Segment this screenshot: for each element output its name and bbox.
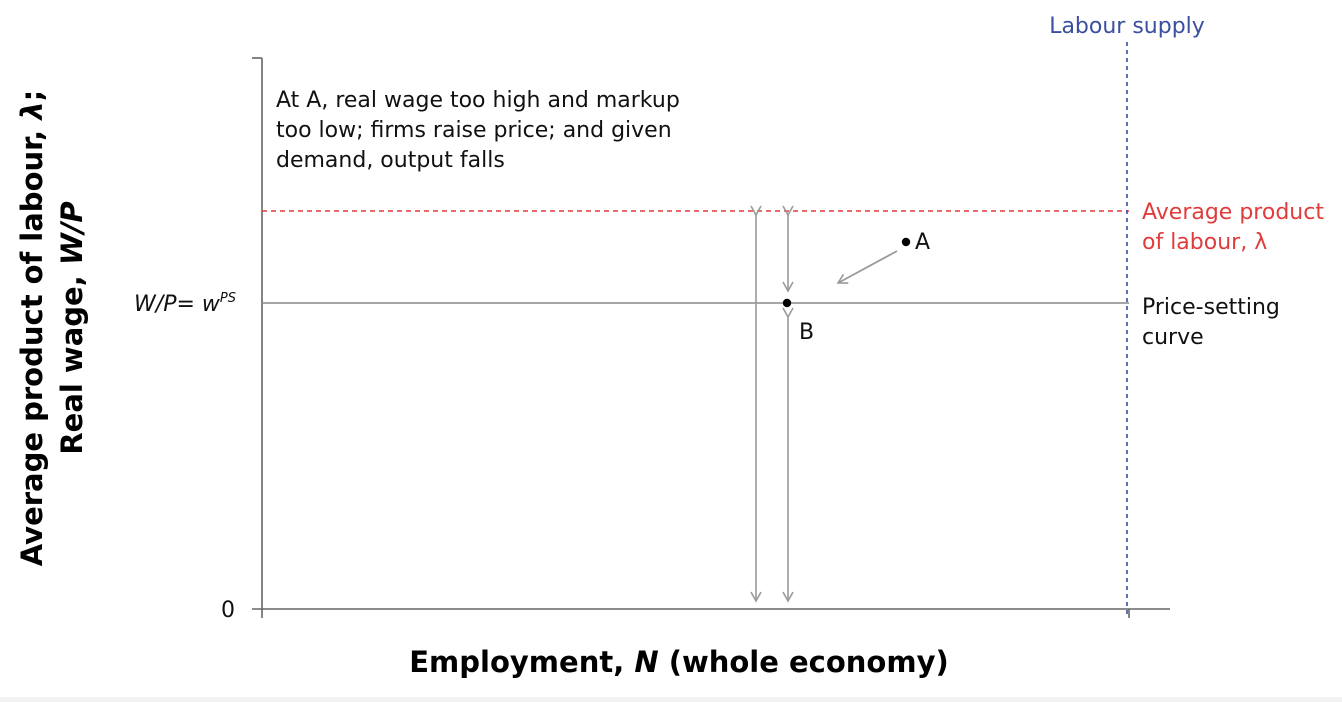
point-b-label: B xyxy=(799,320,814,345)
labour-supply-label: Labour supply xyxy=(1049,14,1205,39)
annotation-line-1: At A, real wage too high and markup xyxy=(276,88,680,113)
price-setting-label-1: Price-setting xyxy=(1142,295,1280,320)
point-a-label: A xyxy=(915,230,930,255)
average-product-label-1: Average product xyxy=(1142,200,1324,225)
y-axis-title-line-1: Average product of labour, λ; xyxy=(15,90,49,567)
average-product-label-2: of labour, λ xyxy=(1142,230,1267,255)
bottom-strip xyxy=(0,697,1342,702)
origin-label: 0 xyxy=(221,598,235,623)
price-setting-label-2: curve xyxy=(1142,325,1204,350)
annotation-line-2: too low; firms raise price; and given xyxy=(276,118,672,143)
annotation-line-3: demand, output falls xyxy=(276,148,505,173)
point-b xyxy=(782,298,792,308)
arrow-a-to-b xyxy=(836,250,898,284)
y-axis-title-line-2: Real wage, W/P xyxy=(55,201,89,454)
wage-label: W/P= wPS xyxy=(134,291,236,317)
x-axis-title: Employment, N (whole economy) xyxy=(409,645,949,679)
point-a xyxy=(901,237,911,247)
